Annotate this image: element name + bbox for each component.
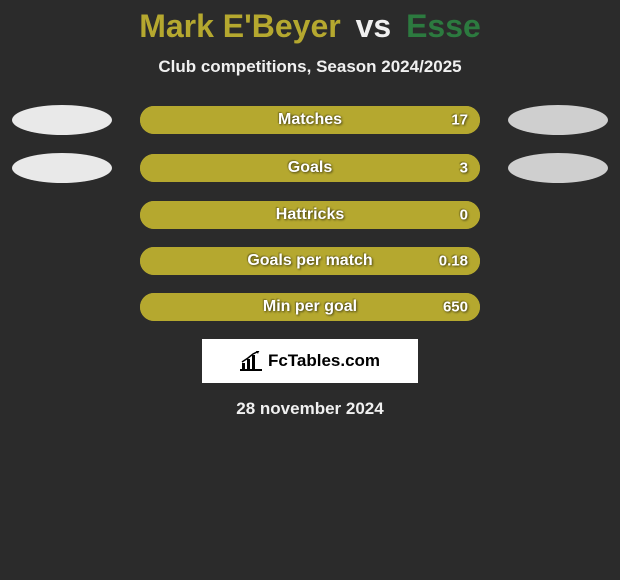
page-title: Mark E'Beyer vs Esse bbox=[0, 8, 620, 45]
player2-name: Esse bbox=[406, 8, 481, 44]
brand-text: FcTables.com bbox=[268, 351, 380, 371]
stat-label: Goals bbox=[288, 159, 332, 177]
stat-value: 17 bbox=[451, 112, 468, 129]
stat-label: Goals per match bbox=[247, 252, 372, 270]
stats-rows: Matches 17 Goals 3 Hattricks 0 Goals per match… bbox=[0, 105, 620, 321]
stat-label: Hattricks bbox=[276, 206, 344, 224]
stat-value: 650 bbox=[443, 299, 468, 316]
player1-name: Mark E'Beyer bbox=[139, 8, 341, 44]
stat-row: Goals 3 bbox=[0, 153, 620, 183]
player2-ellipse bbox=[508, 153, 608, 183]
chart-icon bbox=[240, 351, 262, 371]
player2-ellipse bbox=[508, 105, 608, 135]
player1-ellipse bbox=[12, 153, 112, 183]
stat-value: 0 bbox=[460, 207, 468, 224]
stat-value: 0.18 bbox=[439, 253, 468, 270]
stat-row: Min per goal 650 bbox=[0, 293, 620, 321]
vs-label: vs bbox=[356, 8, 392, 44]
comparison-infographic: Mark E'Beyer vs Esse Club competitions, … bbox=[0, 0, 620, 419]
stat-value: 3 bbox=[460, 160, 468, 177]
date-line: 28 november 2024 bbox=[0, 399, 620, 419]
brand-box: FcTables.com bbox=[202, 339, 418, 383]
stat-row: Goals per match 0.18 bbox=[0, 247, 620, 275]
stat-bar: Hattricks 0 bbox=[140, 201, 480, 229]
stat-label: Min per goal bbox=[263, 298, 357, 316]
stat-bar: Goals per match 0.18 bbox=[140, 247, 480, 275]
subtitle: Club competitions, Season 2024/2025 bbox=[0, 57, 620, 77]
branding: FcTables.com bbox=[0, 339, 620, 383]
stat-label: Matches bbox=[278, 111, 342, 129]
stat-bar: Goals 3 bbox=[140, 154, 480, 182]
player1-ellipse bbox=[12, 105, 112, 135]
stat-bar: Matches 17 bbox=[140, 106, 480, 134]
stat-row: Hattricks 0 bbox=[0, 201, 620, 229]
stat-bar: Min per goal 650 bbox=[140, 293, 480, 321]
stat-row: Matches 17 bbox=[0, 105, 620, 135]
